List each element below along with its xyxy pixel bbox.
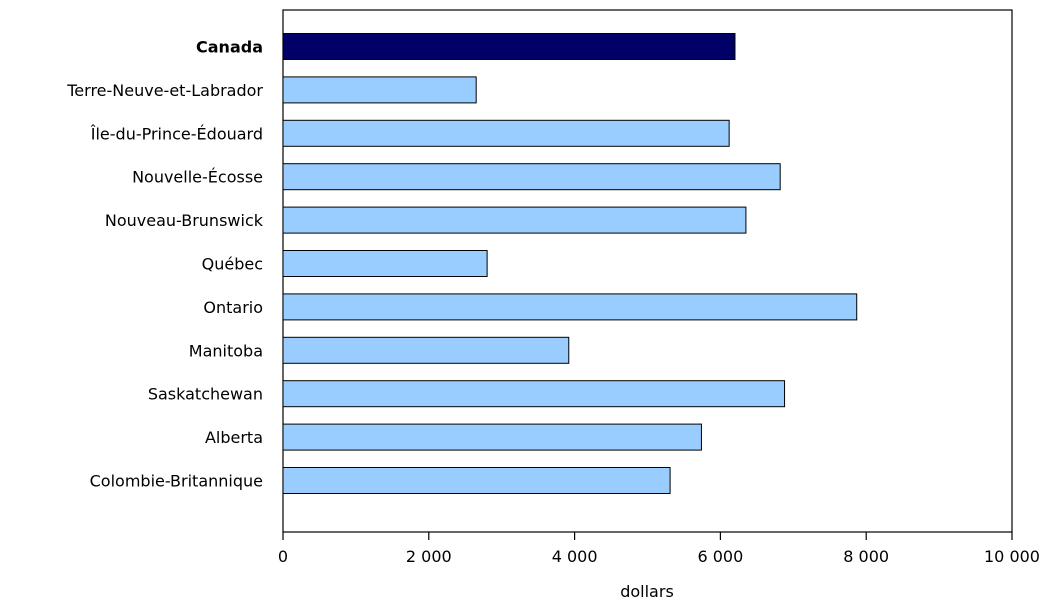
- category-label-9: Alberta: [205, 428, 263, 447]
- category-label-0: Canada: [196, 38, 263, 57]
- bar-9: [283, 424, 701, 450]
- x-tick-label-4: 8 000: [843, 547, 889, 566]
- category-label-10: Colombie-Britannique: [90, 472, 263, 491]
- x-tick-label-3: 6 000: [697, 547, 743, 566]
- bar-3: [283, 164, 780, 190]
- bars-group: [283, 34, 857, 494]
- x-axis-ticks: 0 2 000 4 000 6 000 8 000 10 000: [278, 532, 1040, 566]
- x-tick-label-1: 2 000: [406, 547, 452, 566]
- bar-5: [283, 251, 487, 277]
- category-label-6: Ontario: [203, 298, 263, 317]
- bar-1: [283, 77, 476, 103]
- category-label-7: Manitoba: [189, 341, 263, 360]
- bar-7: [283, 337, 569, 363]
- x-axis-title: dollars: [620, 582, 674, 601]
- x-tick-label-5: 10 000: [984, 547, 1040, 566]
- category-label-4: Nouveau-Brunswick: [105, 211, 264, 230]
- category-label-2: Île-du-Prince-Édouard: [90, 124, 263, 143]
- category-label-3: Nouvelle-Écosse: [132, 168, 263, 187]
- bar-0: [283, 34, 735, 60]
- bar-2: [283, 120, 729, 146]
- x-tick-label-2: 4 000: [552, 547, 598, 566]
- x-tick-label-0: 0: [278, 547, 288, 566]
- category-label-5: Québec: [202, 255, 263, 274]
- bar-4: [283, 207, 746, 233]
- bar-6: [283, 294, 857, 320]
- bar-8: [283, 381, 785, 407]
- category-label-1: Terre-Neuve-et-Labrador: [66, 81, 263, 100]
- bar-10: [283, 468, 670, 494]
- category-labels: Canada Terre-Neuve-et-Labrador Île-du-Prin…: [66, 38, 263, 491]
- category-label-8: Saskatchewan: [148, 385, 263, 404]
